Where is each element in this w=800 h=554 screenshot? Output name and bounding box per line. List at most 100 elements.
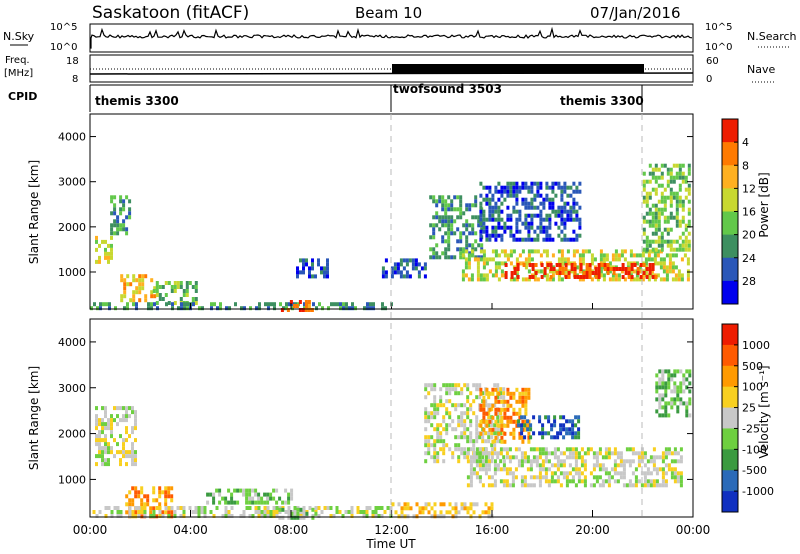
velocity-cell [544, 471, 548, 476]
velocity-cell [439, 387, 443, 392]
velocity-cell [454, 443, 458, 448]
power-cell [384, 306, 387, 311]
velocity-cell [439, 423, 443, 428]
power-cell [563, 225, 567, 230]
power-cell [575, 237, 579, 242]
power-cell [530, 201, 534, 206]
power-cell [482, 221, 486, 226]
power-cell [608, 261, 612, 266]
power-cell [545, 181, 549, 186]
velocity-cell [451, 383, 455, 388]
velocity-cell [197, 506, 201, 510]
velocity-cell [511, 475, 515, 480]
velocity-cell [356, 510, 360, 514]
velocity-cell [667, 451, 671, 456]
power-cell [462, 223, 466, 228]
power-cell [477, 255, 481, 260]
velocity-cell [613, 451, 617, 456]
velocity-cell [619, 455, 623, 460]
power-cell [470, 249, 474, 254]
velocity-cell [589, 471, 593, 476]
power-cell [614, 257, 618, 262]
velocity-cell [110, 510, 114, 514]
power-cell [545, 213, 549, 218]
velocity-cell [524, 399, 528, 404]
power-cell [669, 247, 673, 252]
velocity-cell [664, 409, 668, 414]
power-cell [126, 274, 130, 279]
velocity-cell [472, 451, 476, 456]
power-cell [542, 225, 546, 230]
power-cell [654, 207, 658, 212]
velocity-cell [266, 514, 270, 518]
velocity-cell [472, 447, 476, 452]
power-cell [675, 175, 679, 180]
power-cell [528, 275, 532, 279]
velocity-cell [526, 427, 530, 432]
power-cell [503, 221, 507, 226]
power-cell [641, 277, 645, 282]
power-cell [170, 289, 174, 293]
velocity-cell [640, 459, 644, 464]
power-cell [648, 195, 652, 200]
velocity-cell [500, 435, 504, 440]
velocity-cell [515, 387, 519, 392]
power-cell [666, 239, 670, 244]
velocity-cell [484, 447, 488, 452]
velocity-cell [218, 488, 222, 493]
power-cell [572, 237, 576, 242]
power-cell [504, 271, 508, 275]
velocity-cell [601, 463, 605, 468]
power-cell [497, 181, 501, 186]
power-cell [468, 243, 472, 248]
velocity-cell [433, 415, 437, 420]
power-cell [665, 253, 669, 258]
power-cell [617, 253, 621, 258]
power-cell [456, 247, 460, 252]
power-cell [518, 253, 522, 258]
power-cell [444, 215, 448, 220]
velocity-cell [442, 459, 446, 464]
velocity-cell [479, 423, 483, 428]
power-cell [669, 239, 673, 244]
power-cell [302, 262, 305, 267]
power-cell [659, 277, 663, 282]
velocity-cell [116, 514, 120, 518]
power-cell [686, 261, 690, 266]
velocity-cell [592, 455, 596, 460]
power-cell [545, 249, 549, 254]
power-cell [660, 175, 664, 180]
power-ylabel: Slant Range [km] [27, 160, 41, 264]
velocity-cell [134, 438, 137, 443]
velocity-cell [544, 447, 548, 452]
velocity-cell [251, 514, 255, 518]
power-cell [408, 274, 412, 279]
velocity-cell [182, 514, 186, 518]
velocity-cell [203, 510, 207, 514]
power-cell [228, 306, 231, 311]
velocity-cell [161, 490, 165, 495]
power-cell [617, 273, 621, 278]
power-cell [462, 247, 466, 252]
velocity-cell [496, 395, 500, 400]
velocity-cell [482, 419, 486, 424]
power-cell [512, 185, 516, 190]
power-cell [453, 219, 457, 224]
power-cell [441, 235, 445, 240]
power-cell [570, 263, 574, 267]
velocity-cell [494, 411, 498, 416]
power-cell [672, 195, 676, 200]
power-cell [491, 209, 495, 214]
velocity-cell [688, 397, 692, 402]
power-cell [500, 269, 504, 274]
power-cell [575, 213, 579, 218]
power-cell [657, 243, 661, 248]
velocity-cell [125, 438, 128, 443]
velocity-cell [520, 475, 524, 480]
power-cell [603, 267, 607, 271]
velocity-cell [436, 451, 440, 456]
power-cell [563, 201, 567, 206]
power-cell [585, 275, 589, 279]
velocity-cell [194, 510, 198, 514]
